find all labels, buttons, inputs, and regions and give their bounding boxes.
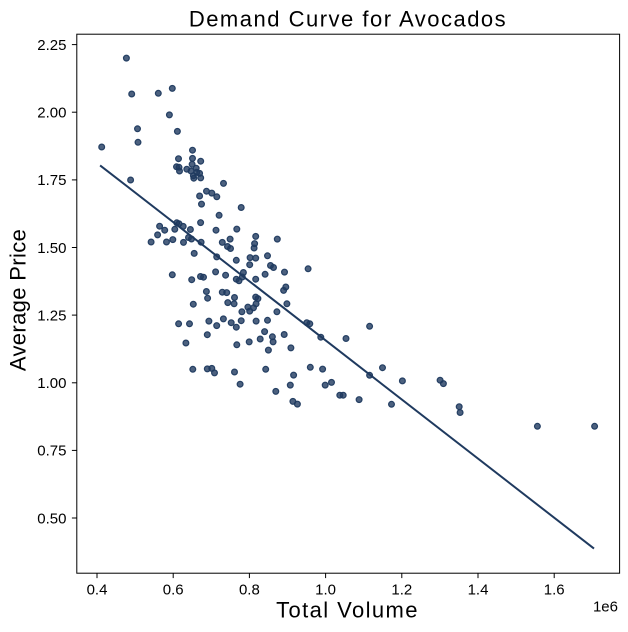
svg-text:1.25: 1.25 xyxy=(37,307,66,324)
svg-text:1.6: 1.6 xyxy=(544,582,565,599)
svg-text:0.6: 0.6 xyxy=(163,582,184,599)
svg-text:Demand Curve for Avocados: Demand Curve for Avocados xyxy=(189,7,507,32)
svg-text:1.50: 1.50 xyxy=(37,240,66,257)
svg-text:1.00: 1.00 xyxy=(37,375,66,392)
svg-text:0.8: 0.8 xyxy=(239,582,260,599)
svg-text:0.50: 0.50 xyxy=(37,510,66,527)
svg-text:1.75: 1.75 xyxy=(37,172,66,189)
svg-text:1.4: 1.4 xyxy=(468,582,489,599)
svg-text:1.0: 1.0 xyxy=(315,582,336,599)
svg-text:Total Volume: Total Volume xyxy=(276,598,419,623)
svg-text:1e6: 1e6 xyxy=(593,599,618,616)
svg-text:2.00: 2.00 xyxy=(37,105,66,122)
svg-text:2.25: 2.25 xyxy=(37,37,66,54)
svg-text:0.75: 0.75 xyxy=(37,443,66,460)
svg-text:Average Price: Average Price xyxy=(6,229,31,371)
svg-text:0.4: 0.4 xyxy=(87,582,108,599)
svg-text:1.2: 1.2 xyxy=(391,582,412,599)
